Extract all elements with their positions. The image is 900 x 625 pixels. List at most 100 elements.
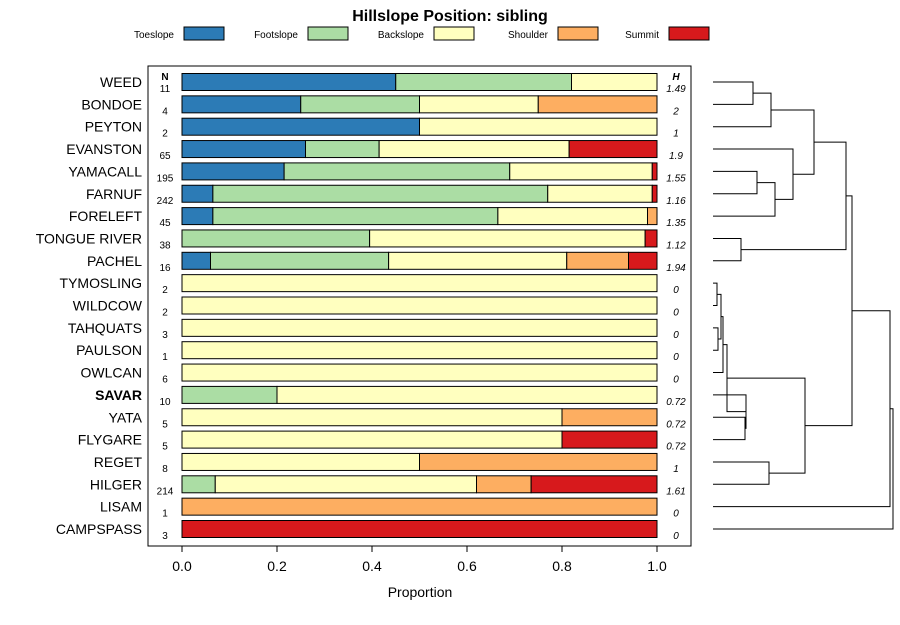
dendrogram-branch: [713, 416, 746, 441]
bar-segment-shoulder: [476, 475, 532, 494]
n-value: 3: [162, 330, 168, 341]
bar-segment-backslope: [181, 408, 563, 427]
h-value: 1.55: [666, 173, 686, 184]
bar-segment-backslope: [181, 341, 658, 360]
bar-segment-backslope: [571, 73, 658, 91]
h-value: 0: [673, 509, 679, 520]
h-value: 1.94: [666, 263, 686, 274]
row-label: TAHQUATS: [68, 320, 142, 336]
bar-segment-footslope: [212, 184, 549, 203]
legend-label-footslope: Footslope: [254, 30, 298, 41]
bar-segment-footslope: [181, 229, 371, 248]
x-axis-title: Proportion: [388, 584, 453, 600]
bar-segment-backslope: [181, 296, 658, 315]
legend-swatch-summit: [668, 26, 710, 41]
legend-swatch-shoulder: [557, 26, 599, 41]
row-farnuf: FARNUF 242 1.16: [86, 184, 686, 207]
bar-segment-backslope: [181, 430, 563, 449]
n-value: 45: [159, 218, 171, 229]
bar-segment-summit: [651, 184, 658, 203]
bar-segment-backslope: [509, 162, 653, 181]
row-paulson: PAULSON 1 0: [76, 341, 679, 363]
bar-segment-toeslope: [181, 95, 302, 114]
h-value: 1.35: [666, 218, 686, 229]
h-value: 0: [673, 285, 679, 296]
bar-segment-shoulder: [537, 95, 658, 114]
bar-segment-footslope: [305, 140, 380, 159]
bar-segment-backslope: [547, 184, 653, 203]
n-header: N: [161, 72, 168, 83]
x-tick-label: 1.0: [647, 558, 667, 574]
bar-segment-shoulder: [419, 452, 658, 471]
n-value: 10: [159, 397, 171, 408]
row-label: REGET: [94, 454, 143, 470]
bar-segment-backslope: [181, 318, 658, 337]
bar-segment-toeslope: [181, 162, 285, 181]
n-value: 11: [160, 84, 171, 95]
row-savar: SAVAR 10 0.72: [95, 385, 686, 408]
row-hilger: HILGER 214 1.61: [90, 475, 686, 497]
bar-segment-summit: [181, 520, 658, 538]
bar-segment-summit: [568, 140, 658, 159]
row-label: CAMPSPASS: [56, 521, 142, 537]
row-flygare: FLYGARE 5 0.72: [78, 430, 686, 453]
legend-label-shoulder: Shoulder: [508, 30, 549, 41]
bar-segment-footslope: [181, 385, 278, 404]
bar-segment-footslope: [283, 162, 511, 181]
row-foreleft: FORELEFT 45 1.35: [69, 207, 686, 229]
row-weed: WEED 11 1.49: [100, 73, 686, 95]
row-label: FARNUF: [86, 186, 142, 202]
bar-segment-summit: [628, 251, 658, 270]
h-value: 0: [673, 375, 679, 386]
legend-swatch-footslope: [307, 26, 349, 41]
chart-title: Hillslope Position: sibling: [352, 8, 548, 25]
bar-segment-backslope: [419, 95, 539, 114]
bar-segment-shoulder: [561, 408, 658, 427]
row-label: EVANSTON: [66, 141, 142, 157]
row-tongue-river: TONGUE RIVER 38 1.12: [36, 229, 686, 251]
n-value: 3: [162, 531, 168, 542]
dendrogram-branch: [713, 92, 772, 128]
legend: Toeslope Footslope Backslope Shoulder Summit: [134, 26, 710, 41]
bar-segment-footslope: [212, 207, 499, 226]
plot-frame: [147, 65, 692, 547]
h-value: 0: [673, 531, 679, 542]
row-pachel: PACHEL 16 1.94: [87, 251, 686, 274]
n-value: 6: [162, 375, 168, 386]
row-lisam: LISAM 1 0: [100, 497, 679, 520]
bar-segment-shoulder: [181, 497, 658, 516]
row-label: FLYGARE: [78, 432, 142, 448]
row-reget: REGET 8 1: [94, 452, 679, 475]
row-evanston: EVANSTON 65 1.9: [66, 140, 683, 162]
row-label: LISAM: [100, 499, 142, 515]
row-label: PEYTON: [85, 119, 142, 135]
row-tahquats: TAHQUATS 3 0: [68, 318, 679, 341]
n-value: 2: [162, 129, 168, 140]
h-value: 1.16: [666, 196, 686, 207]
h-value: 1.9: [669, 151, 683, 162]
row-label: WILDCOW: [73, 298, 143, 314]
dendrogram-branch: [713, 170, 758, 195]
h-value: 0: [673, 308, 679, 319]
n-value: 195: [157, 173, 174, 184]
bar-segment-footslope: [210, 251, 390, 270]
x-tick-label: 0.0: [172, 558, 192, 574]
bar-segment-toeslope: [181, 140, 306, 159]
h-value: 2: [672, 106, 679, 117]
row-label: TONGUE RIVER: [36, 230, 142, 246]
h-value: 0.72: [666, 397, 686, 408]
bar-segment-backslope: [497, 207, 648, 226]
legend-swatch-toeslope: [183, 26, 225, 41]
row-tymosling: TYMOSLING 2 0: [60, 274, 679, 296]
bar-segment-toeslope: [181, 251, 211, 270]
row-label: PAULSON: [76, 342, 142, 358]
n-value: 16: [159, 263, 171, 274]
legend-label-toeslope: Toeslope: [134, 30, 174, 41]
x-axis: 0.0 0.2 0.4 0.6 0.8 1.0: [172, 546, 667, 574]
dendrogram-branch: [805, 195, 853, 427]
n-value: 65: [159, 151, 171, 162]
row-yamacall: YAMACALL 195 1.55: [68, 162, 686, 184]
h-value: 1.61: [666, 486, 685, 497]
row-bondoe: BONDOE 4 2: [81, 95, 679, 117]
legend-label-summit: Summit: [625, 30, 659, 41]
